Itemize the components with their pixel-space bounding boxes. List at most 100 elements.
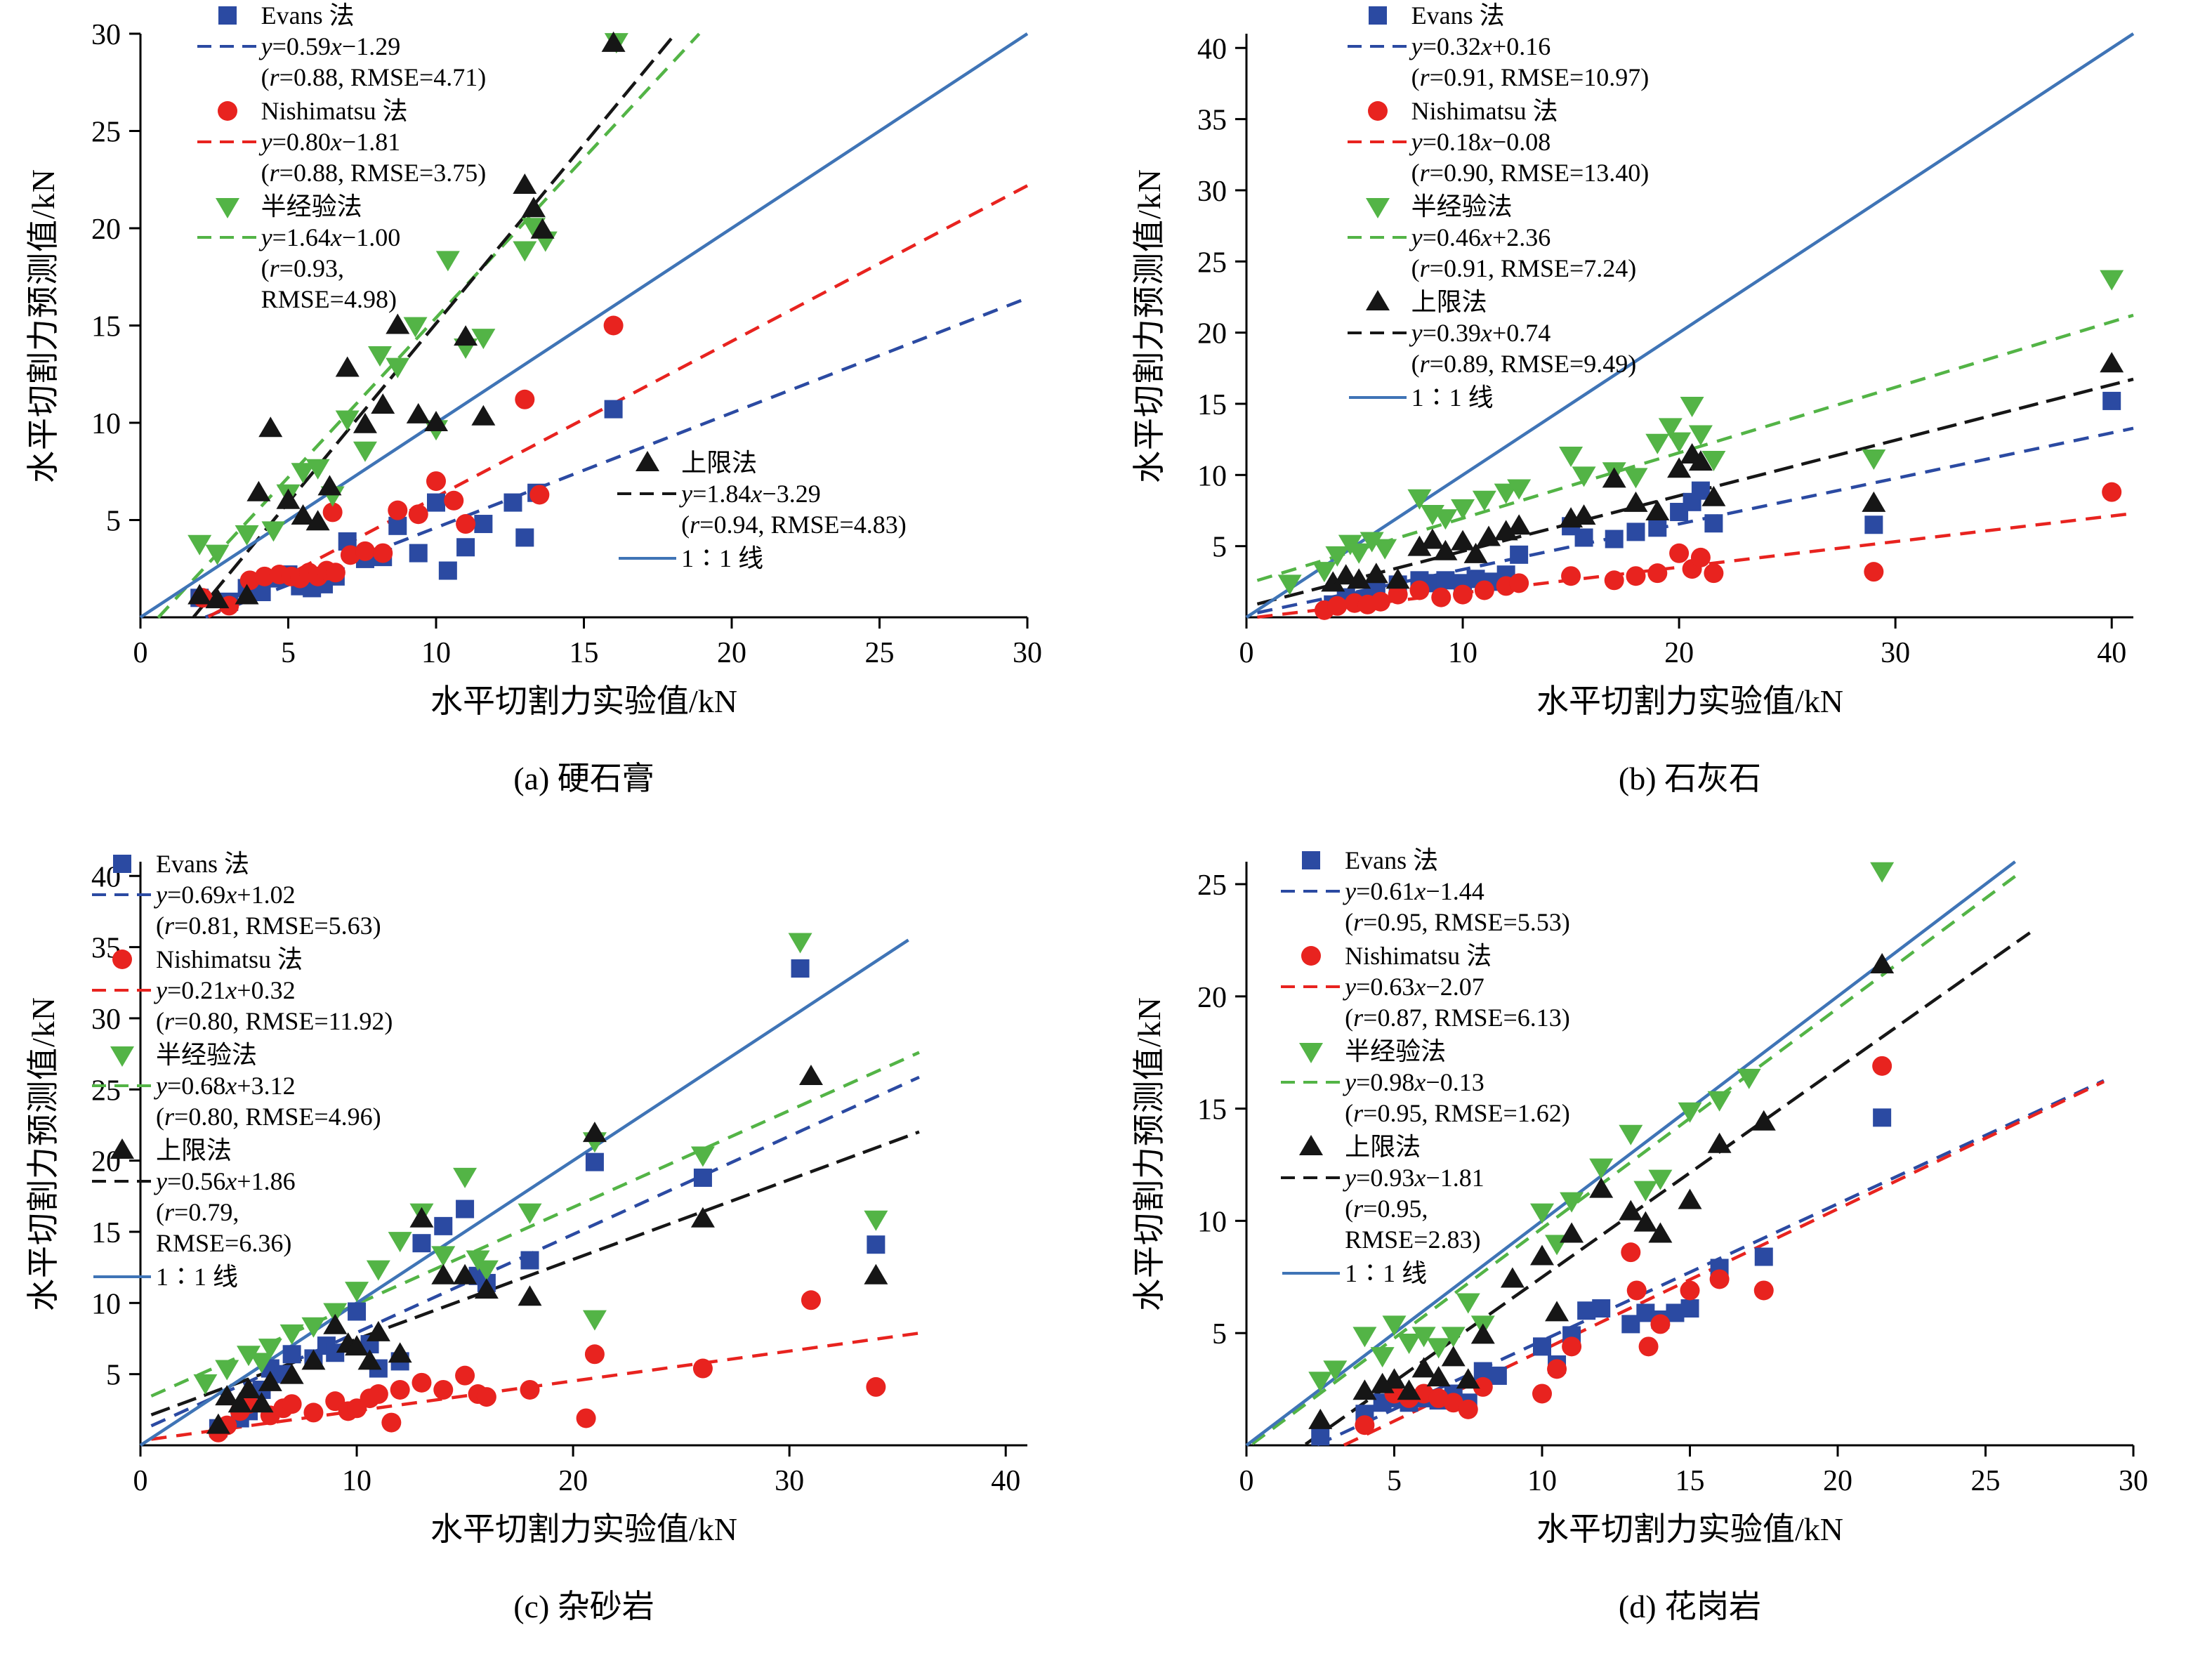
legend-row: 半经验法	[88, 1039, 393, 1070]
legend-row: Nishimatsu 法	[88, 944, 393, 975]
legend-row: (r=0.91, RMSE=10.97)	[1344, 62, 1650, 93]
legend-row: y=0.80x−1.81	[194, 126, 487, 157]
svg-text:30: 30	[91, 19, 121, 51]
legend-icon-slot	[1277, 1068, 1345, 1096]
triangle-down-marker-icon	[110, 1046, 134, 1067]
legend-equation: y=1.64x−1.00	[261, 223, 401, 251]
svg-text:10: 10	[1527, 1465, 1557, 1497]
legend-row: 上限法	[1344, 287, 1650, 317]
legend-icon-slot	[1344, 223, 1411, 251]
scatter-points-2	[193, 933, 888, 1395]
triangle-down-marker-icon	[215, 198, 239, 218]
legend-row: 半经验法	[1277, 1036, 1570, 1067]
legend-icon-slot	[88, 1167, 156, 1195]
svg-text:20: 20	[717, 637, 746, 669]
legend-row: (r=0.93,	[194, 253, 487, 284]
legend-icon-slot	[88, 1263, 156, 1291]
legend-entry: 半经验法 y=0.68x+3.12 (r=0.80, RMSE=4.96)	[88, 1039, 393, 1132]
circle-marker-icon	[112, 949, 132, 970]
legend-icon-slot	[1277, 846, 1345, 874]
legend-row: y=0.69x+1.02	[88, 879, 393, 910]
legend-entry: 1∶1 线	[1344, 382, 1650, 413]
svg-text:40: 40	[2097, 637, 2126, 669]
legend-entry: 上限法 y=0.39x+0.74 (r=0.89, RMSE=9.49)	[1344, 287, 1650, 379]
chart-svg-a: 0 5 10 15 20 25 30 5 10 15 20 25 30	[91, 19, 1042, 669]
legend-row: 1∶1 线	[1344, 382, 1650, 413]
triangle-down-marker-icon	[1365, 198, 1390, 218]
svg-text:5: 5	[1212, 532, 1227, 564]
svg-text:20: 20	[1197, 982, 1227, 1014]
dashed-line-sample-icon	[92, 893, 152, 897]
legend-entry: 上限法 y=1.84x−3.29 (r=0.94, RMSE=4.83)	[614, 447, 907, 540]
legend-icon-slot	[194, 97, 261, 125]
legend-icon-slot	[194, 128, 261, 156]
solid-line-sample-icon	[619, 556, 677, 560]
circle-marker-icon	[1301, 945, 1322, 966]
dashed-line-sample-icon	[92, 1180, 152, 1183]
legend-row: y=0.61x−1.44	[1277, 876, 1570, 907]
legend-series-name: Nishimatsu 法	[1411, 97, 1558, 125]
plot-area-b: 0 10 20 30 40 5 10 15 20 25 30 35 40	[1106, 0, 2212, 828]
legend-series-name: 1∶1 线	[156, 1263, 239, 1292]
svg-text:20: 20	[558, 1465, 588, 1497]
svg-text:15: 15	[1197, 1094, 1227, 1126]
legend-stats: (r=0.95,	[1345, 1194, 1428, 1223]
dashed-line-sample-icon	[617, 492, 678, 495]
dashed-line-sample-icon	[1347, 45, 1408, 48]
svg-text:0: 0	[133, 1465, 148, 1497]
legend-entry: Nishimatsu 法 y=0.21x+0.32 (r=0.80, RMSE=11…	[88, 944, 393, 1037]
square-marker-icon	[1302, 850, 1321, 869]
chart-svg-d: 0 5 10 15 20 25 30 5 10 15 20 25	[1197, 860, 2148, 1497]
legend-icon-slot	[88, 1072, 156, 1100]
legend-row: 半经验法	[1344, 191, 1650, 222]
legend-entry: 上限法 y=0.93x−1.81 (r=0.95, RMSE=2.83)	[1277, 1131, 1570, 1255]
legend-icon-slot	[1277, 1133, 1345, 1161]
x-axis-label-b: 水平切割力实验值/kN	[1536, 683, 1843, 719]
legend-equation: y=0.98x−0.13	[1345, 1067, 1484, 1096]
svg-text:5: 5	[106, 1360, 121, 1392]
y-axis-label-b: 水平切割力预测值/kN	[1131, 169, 1167, 483]
legend-entry: Evans 法 y=0.61x−1.44 (r=0.95, RMSE=5.53)	[1277, 845, 1570, 938]
fit-line-0	[1256, 426, 2134, 615]
svg-text:25: 25	[865, 637, 895, 669]
svg-text:0: 0	[1239, 1465, 1254, 1497]
legend-row: (r=0.88, RMSE=3.75)	[194, 157, 487, 188]
scatter-points-2	[1277, 270, 2124, 596]
solid-line-sample-icon	[1348, 396, 1407, 399]
legend-icon-slot	[194, 192, 261, 221]
legend-series-name: Nishimatsu 法	[1345, 941, 1492, 970]
circle-marker-icon	[217, 101, 237, 121]
legend-equation: y=0.61x−1.44	[1345, 876, 1484, 905]
legend-icon-slot	[88, 1136, 156, 1164]
legend-equation: y=0.56x+1.86	[156, 1167, 296, 1196]
plot-area-a: 0 5 10 15 20 25 30 5 10 15 20 25 30	[0, 0, 1106, 828]
square-marker-icon	[113, 855, 131, 874]
svg-text:25: 25	[1197, 247, 1227, 279]
legend-row: (r=0.95, RMSE=1.62)	[1277, 1098, 1570, 1129]
x-axis-label-a: 水平切割力实验值/kN	[430, 683, 737, 719]
legend-equation: y=0.63x−2.07	[1345, 972, 1484, 1001]
legend-series-name: 半经验法	[261, 192, 362, 221]
legend-row: (r=0.94, RMSE=4.83)	[614, 509, 907, 540]
legend-row: 1∶1 线	[614, 543, 907, 574]
svg-text:10: 10	[91, 408, 121, 440]
legend-series-name: 上限法	[1345, 1132, 1421, 1161]
legend-row: y=0.56x+1.86	[88, 1166, 393, 1197]
legend-stats: (r=0.91, RMSE=10.97)	[1411, 63, 1650, 91]
legend-icon-slot	[1277, 942, 1345, 970]
legend-entry: 1∶1 线	[614, 543, 907, 574]
legend-row: y=0.98x−0.13	[1277, 1067, 1570, 1098]
legend-icon-slot	[194, 1, 261, 29]
dashed-line-sample-icon	[1281, 889, 1342, 893]
legend-icon-slot	[88, 1041, 156, 1069]
legend-entry: 1∶1 线	[88, 1261, 393, 1292]
scatter-points-3	[1308, 953, 1895, 1429]
svg-text:15: 15	[570, 637, 599, 669]
legend-row: y=0.46x+2.36	[1344, 222, 1650, 253]
svg-text:5: 5	[1212, 1318, 1227, 1351]
legend-stats: (r=0.87, RMSE=6.13)	[1345, 1003, 1570, 1032]
legend-series-name: Evans 法	[261, 1, 355, 29]
svg-text:5: 5	[281, 637, 296, 669]
legend-equation: y=0.46x+2.36	[1411, 223, 1551, 251]
dashed-line-sample-icon	[1347, 236, 1408, 239]
